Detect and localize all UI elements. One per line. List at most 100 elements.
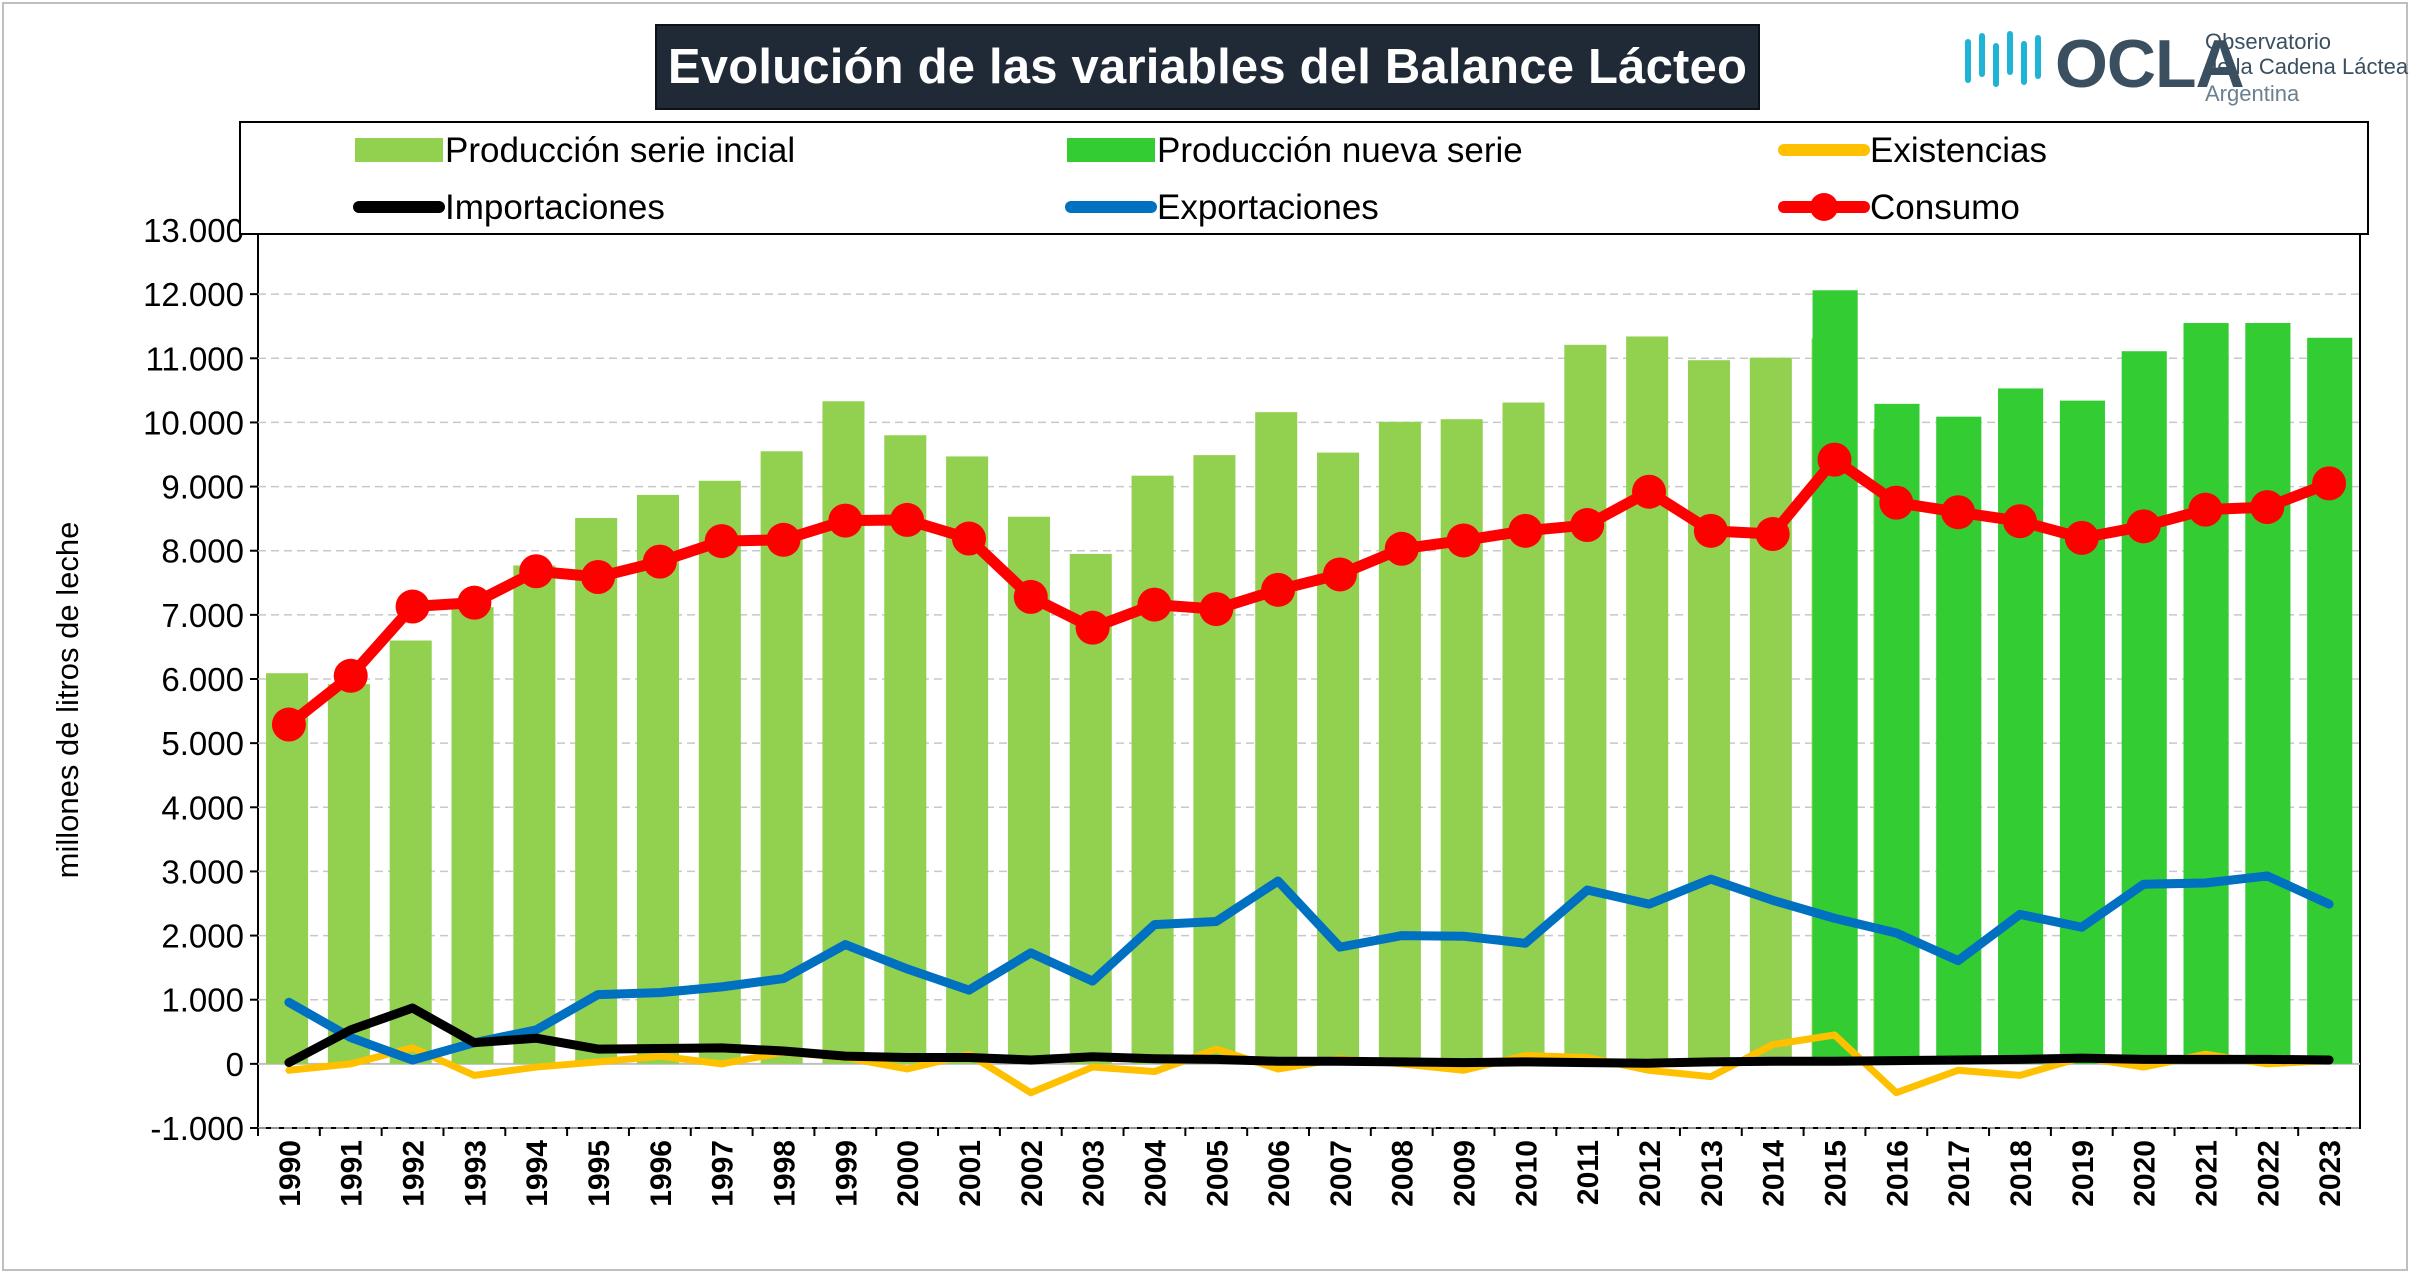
logo-line-1: Observatorio (2205, 29, 2331, 54)
line-exportaciones (284, 871, 2334, 1065)
x-tick-label: 2016 (1881, 1140, 1914, 1207)
x-tick-label: 1996 (645, 1140, 678, 1207)
marker-consumo (1941, 495, 1976, 530)
marker-consumo (2002, 504, 2037, 539)
bar-produccion-inicial (1502, 402, 1545, 1064)
y-tick-label: 10.000 (143, 404, 244, 441)
marker-consumo (1261, 572, 1296, 607)
bar-produccion-inicial (1317, 452, 1360, 1064)
y-tick-label: 0 (226, 1046, 244, 1083)
x-tick-label: 1995 (583, 1140, 616, 1207)
x-tick-label: 2018 (2005, 1140, 2038, 1207)
marker-consumo (890, 502, 925, 537)
marker-consumo (1137, 587, 1172, 622)
legend-label: Exportaciones (1157, 188, 1379, 227)
legend-swatch (355, 138, 443, 162)
x-tick-label: 2006 (1263, 1140, 1296, 1207)
y-tick-label: 9.000 (161, 469, 244, 506)
bar-produccion-inicial (1193, 455, 1236, 1064)
legend-label: Importaciones (445, 188, 665, 227)
y-tick-label: 5.000 (161, 725, 244, 762)
logo-line-3: Argentina (2205, 81, 2300, 106)
y-tick-label: 13.000 (143, 212, 244, 249)
y-axis: -1.000 0 1.000 2.000 3.000 4.000 5.000 6.000 7.0… (143, 212, 258, 1147)
x-tick-label: 1991 (336, 1140, 369, 1207)
marker-consumo (581, 560, 616, 595)
legend-item: Exportaciones (1065, 188, 1379, 227)
bar-produccion-inicial (575, 518, 618, 1064)
y-tick-label: 6.000 (161, 661, 244, 698)
x-tick-label: 2005 (1201, 1140, 1234, 1207)
bar-produccion-nueva (2307, 337, 2353, 1064)
line-consumo (283, 454, 2335, 731)
ocla-logo: OCLA Observatorio de la Cadena Láctea Ar… (1962, 26, 2408, 110)
marker-consumo (1570, 508, 1605, 543)
x-tick-label: 1997 (707, 1140, 740, 1207)
bar-produccion-nueva (2121, 351, 2167, 1064)
bar-produccion-inicial (698, 480, 741, 1064)
y-tick-label: 12.000 (143, 276, 244, 313)
marker-consumo (1199, 592, 1234, 627)
x-tick-label: 2017 (1943, 1140, 1976, 1207)
y-axis-label: millones de litros de leche (50, 522, 85, 879)
legend-label: Producción serie incial (445, 131, 795, 170)
bar-produccion-inicial (1440, 419, 1483, 1064)
x-tick-label: 2003 (1078, 1140, 1111, 1207)
bar-produccion-nueva (2183, 323, 2229, 1064)
y-tick-label: 11.000 (146, 340, 244, 377)
y-tick-label: 2.000 (161, 918, 244, 955)
marker-consumo (2250, 490, 2285, 525)
bar-produccion-inicial (1626, 336, 1669, 1064)
x-tick-label: 2013 (1696, 1140, 1729, 1207)
x-tick-label: 2020 (2129, 1140, 2162, 1207)
bar-produccion-nueva (1998, 388, 2044, 1064)
marker-consumo (2312, 466, 2347, 501)
line-importaciones (284, 1003, 2334, 1068)
y-tick-label: 4.000 (161, 789, 244, 826)
legend-box (239, 121, 2369, 235)
x-tick-label: 1994 (521, 1140, 554, 1207)
x-tick-label: 1992 (398, 1140, 431, 1207)
legend-item: Producción nueva serie (1067, 131, 1523, 170)
bar-produccion-nueva (1812, 290, 1858, 1064)
bar-produccion-inicial (822, 401, 865, 1064)
marker-consumo (1013, 579, 1048, 614)
bar-produccion-inicial (636, 494, 680, 1064)
y-tick-label: 1.000 (161, 982, 244, 1019)
bar-produccion-inicial (1687, 360, 1731, 1064)
x-tick-label: 2014 (1758, 1140, 1791, 1207)
marker-consumo (1632, 474, 1667, 509)
marker-consumo (1322, 557, 1357, 592)
marker-consumo (951, 521, 986, 556)
marker-consumo (2126, 509, 2161, 544)
logo-line-2: de la Cadena Láctea (2205, 54, 2409, 79)
logo-brand: OCLA (2055, 26, 2245, 102)
x-tick-label: 2007 (1325, 1140, 1358, 1207)
bar-produccion-inicial (1749, 357, 1792, 1064)
x-tick-label: 2023 (2314, 1140, 2347, 1207)
legend-item: Producción serie incial (355, 131, 795, 170)
marker-consumo (1384, 531, 1419, 566)
y-tick-label: 8.000 (161, 533, 244, 570)
chart-title: Evolución de las variables del Balance L… (667, 40, 1748, 94)
legend: Producción serie incial Producción nueva … (239, 121, 2369, 235)
bar-produccion-nueva (2059, 400, 2105, 1064)
x-tick-label: 1998 (769, 1140, 802, 1207)
legend-marker (1810, 193, 1838, 221)
legend-label: Existencias (1870, 131, 2047, 170)
bar-produccion-inicial (327, 684, 370, 1064)
marker-consumo (1693, 513, 1728, 548)
x-tick-label: 2001 (954, 1140, 987, 1207)
x-tick-label: 1990 (274, 1140, 307, 1207)
x-tick-label: 2019 (2067, 1140, 2100, 1207)
marker-consumo (704, 524, 739, 559)
bar-produccion-inicial (1131, 475, 1174, 1064)
bar-produccion-nueva (2245, 323, 2291, 1064)
x-tick-label: 2012 (1634, 1140, 1667, 1207)
legend-label: Producción nueva serie (1157, 131, 1523, 170)
bar-produccion-inicial (1378, 421, 1421, 1064)
x-tick-label: 2000 (892, 1140, 925, 1207)
lines-layer (271, 442, 2347, 1097)
